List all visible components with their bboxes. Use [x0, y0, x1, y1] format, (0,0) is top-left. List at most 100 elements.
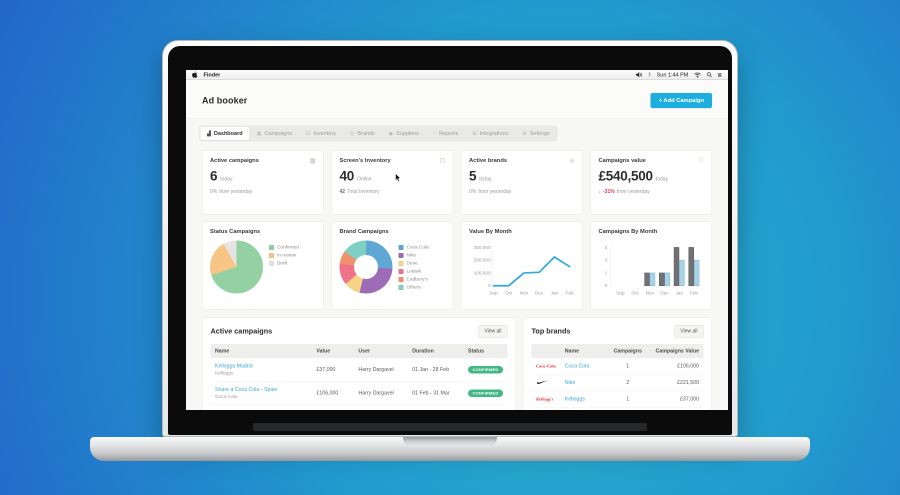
column-header-value: Value: [311, 344, 354, 358]
tab-dashboard[interactable]: ▟ Dashboard: [200, 127, 250, 140]
legend-item: Dove: [398, 261, 429, 266]
card-screens-inventory: Screen's Inventory ⊡ 40 Online 42 Total …: [331, 150, 453, 215]
card-title: Screen's Inventory: [339, 157, 391, 164]
chart-status-campaigns: Status Campaigns Confirmed In review Draft: [202, 221, 324, 310]
tab-label: Suppliers: [396, 130, 420, 137]
grid-icon: ⊞: [472, 130, 477, 137]
active-campaigns-table: Name Value User Duration Status Kelloggs…: [210, 344, 508, 405]
tab-label: Brands: [357, 130, 375, 137]
brand-name-link[interactable]: Nike: [564, 379, 576, 386]
brand-campaigns-count: 1: [606, 358, 650, 375]
search-icon[interactable]: [706, 72, 712, 78]
donut-hole: [354, 255, 378, 279]
svg-text:Nov: Nov: [646, 291, 655, 296]
card-value: £540,500: [598, 168, 654, 184]
svg-text:3: 3: [605, 245, 608, 250]
screen-bezel: Finder ᛒ Sun 1:44 PM: [168, 46, 732, 435]
active-campaigns-panel: Active campaigns View all Name Value Use…: [202, 317, 516, 410]
add-campaign-button[interactable]: + Add Campaign: [650, 93, 712, 108]
view-all-campaigns-button[interactable]: View all: [478, 325, 508, 338]
tab-settings[interactable]: ⚙ Settings: [516, 127, 556, 140]
legend-label: Coca Cola: [406, 244, 429, 251]
legend-item: Confirmed: [269, 245, 299, 250]
tab-label: Inventory: [313, 130, 336, 137]
column-header-user: User: [353, 344, 408, 358]
card-footnote-value: -31%: [603, 189, 615, 195]
campaign-duration: 01 Feb - 31 Mar: [407, 381, 464, 405]
coca-cola-logo-icon: Coca-Cola: [536, 363, 556, 369]
volume-icon[interactable]: [636, 72, 643, 78]
info-icon: ⓘ: [697, 157, 704, 164]
campaign-name-link[interactable]: Share a Coca Cola - Spain: [215, 386, 278, 393]
legend-label: Draft: [277, 260, 288, 267]
bar-chart: 0 1 2 3 Sep Oct Nov Dec Jan Feb: [605, 245, 700, 296]
legend-item: Cadbury's: [398, 276, 429, 283]
tab-campaigns[interactable]: ▦ Campaigns: [250, 127, 299, 140]
tab-brands[interactable]: ◎ Brands: [343, 127, 381, 140]
chart-brand-campaigns: Brand Campaigns Coca Cola Nike Dove Lurpak C…: [331, 221, 453, 310]
svg-text:200,000: 200,000: [474, 258, 491, 263]
column-header-logo: [531, 344, 561, 358]
menu-list-icon[interactable]: ≣: [717, 72, 722, 78]
menu-bar-app-name[interactable]: Finder: [203, 71, 221, 78]
brand-name-link[interactable]: Coca Cola: [564, 363, 590, 369]
brand-campaigns-value: £106,000: [649, 358, 704, 375]
legend-item: Others: [398, 284, 429, 291]
column-header-duration: Duration: [407, 344, 464, 358]
svg-text:100,000: 100,000: [474, 270, 491, 275]
svg-text:Feb: Feb: [690, 291, 698, 296]
card-value: 5: [469, 168, 477, 184]
campaign-user: Harry Dargavel: [353, 358, 408, 382]
legend-swatch: [269, 260, 274, 266]
card-unit: today: [220, 176, 233, 183]
chart-title: Brand Campaigns: [339, 228, 389, 235]
tab-label: Settings: [529, 130, 550, 137]
tab-inventory[interactable]: ⊡ Inventory: [300, 127, 343, 140]
card-title: Campaigns value: [598, 157, 646, 164]
svg-text:Oct: Oct: [631, 291, 639, 296]
target-icon: ◎: [349, 130, 355, 137]
brand-row: Coca-Cola Coca Cola 1 £106,000: [531, 358, 704, 375]
card-footnote: from yesterday: [616, 189, 650, 195]
tab-suppliers[interactable]: ◉ Suppliers: [382, 127, 425, 140]
legend-swatch: [398, 276, 404, 282]
brand-campaigns-count: 1: [606, 390, 650, 408]
chart-value-by-month: Value By Month 300,000 200,000 100,000 0 Sep…: [461, 221, 583, 310]
card-unit: Online: [357, 176, 372, 183]
top-brands-panel: Top brands View all Name Campaigns: [523, 317, 712, 410]
brand-campaigns-value: £37,000: [649, 390, 704, 408]
bar-chart-icon: ▟: [207, 130, 211, 137]
tab-label: Reports: [439, 130, 459, 137]
campaign-duration: 01 Jan - 28 Feb: [407, 358, 464, 382]
calendar-icon: ▦: [309, 157, 316, 164]
nav-tabbar: ▟ Dashboard ▦ Campaigns ⊡ Inventory ◎ Brands ◉ Su…: [199, 125, 558, 142]
tab-reports[interactable]: ◔ Reports: [427, 127, 465, 140]
wifi-icon[interactable]: [694, 72, 701, 78]
campaign-row: Kelloggs Madrid Kelloggs £37,000 Harry Darg…: [210, 358, 508, 382]
campaign-row: Share a Coca Cola - Spain Coca Cola £106,0…: [210, 381, 508, 405]
legend-label: Cadbury's: [406, 276, 428, 283]
laptop-screen-frame: Finder ᛒ Sun 1:44 PM: [162, 40, 738, 437]
bluetooth-icon[interactable]: ᛒ: [648, 72, 652, 78]
legend-item: In review: [269, 253, 299, 258]
tab-integrations[interactable]: ⊞ Integrations: [466, 127, 515, 140]
down-arrow-icon: ↓: [598, 189, 602, 195]
menu-bar: Finder ᛒ Sun 1:44 PM: [186, 70, 728, 80]
panel-title: Active campaigns: [210, 327, 273, 336]
brand-name-link[interactable]: Kelloggs: [564, 396, 585, 402]
screen-display: Finder ᛒ Sun 1:44 PM: [186, 70, 728, 410]
top-brands-table: Name Campaigns Campaigns Value Coca-Cola…: [531, 344, 704, 408]
view-all-brands-button[interactable]: View all: [674, 325, 704, 338]
tab-label: Campaigns: [264, 130, 293, 137]
legend-swatch: [398, 284, 404, 290]
legend-label: Others: [406, 284, 421, 291]
column-header-campaigns-value: Campaigns Value: [649, 344, 704, 358]
menu-bar-clock[interactable]: Sun 1:44 PM: [656, 71, 689, 78]
ad-booker-app: Finder ᛒ Sun 1:44 PM: [186, 70, 728, 410]
legend-item: Lurpak: [398, 269, 429, 274]
charts-row: Status Campaigns Confirmed In review Draft…: [202, 221, 712, 310]
campaign-name-link[interactable]: Kelloggs Madrid: [215, 363, 253, 369]
pie-chart: [210, 240, 263, 294]
apple-icon[interactable]: [192, 71, 198, 79]
